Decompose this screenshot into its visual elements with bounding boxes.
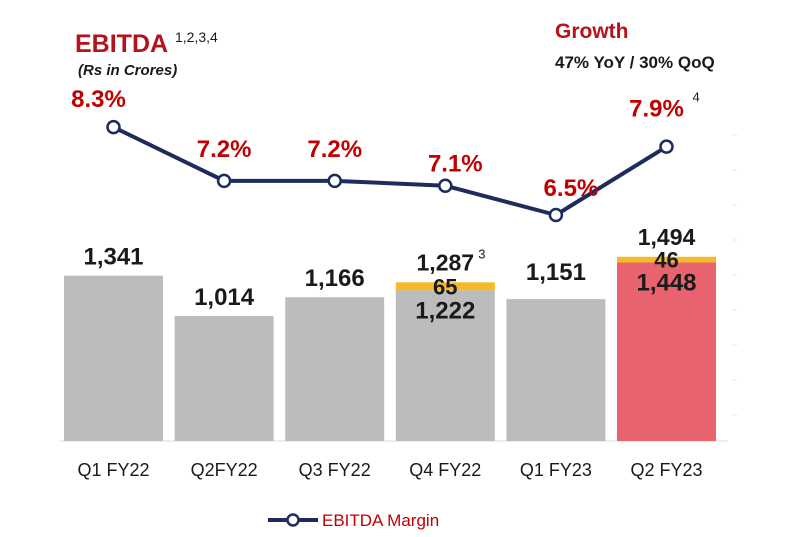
margin-point [438, 178, 453, 193]
bar-labels: 1,341 1,014 1,166 1,287 3 651,222 1,151 1,49446… [83, 224, 696, 325]
bar-base-label: 1,448 [636, 269, 696, 296]
bar-value-label: 1,151 [526, 259, 586, 286]
bar-base [506, 299, 606, 441]
margin-point [106, 119, 121, 135]
bar-base-label: 1,222 [415, 297, 475, 324]
bar-base [617, 262, 716, 441]
margin-line [112, 125, 668, 217]
bar-base [395, 290, 495, 441]
bar-base [174, 315, 274, 441]
bar-value-label: 1,166 [305, 265, 365, 292]
bar-extra [617, 256, 716, 263]
margin-label: 7.9% [629, 96, 684, 123]
bar-total-label: 1,287 [417, 249, 475, 275]
bar-total-superscript: 3 [478, 246, 485, 261]
margin-point [327, 173, 342, 189]
chart-unit: (Rs in Crores) [78, 62, 177, 79]
x-tick-label: Q2FY22 [191, 460, 258, 480]
bar-value-label: 1,341 [83, 244, 143, 271]
x-tick-label: Q3 FY22 [299, 460, 371, 480]
margin-point [548, 207, 564, 223]
margin-label: 8.3% [71, 86, 126, 113]
margin-line-series: 8.3% 7.2% 7.2% 7.1% 6.5% 7.9% 4 [71, 86, 700, 223]
margin-label-superscript: 4 [693, 90, 700, 105]
x-tick-label: Q1 FY22 [77, 460, 149, 480]
bar-base [285, 297, 385, 441]
margin-label: 6.5% [544, 175, 599, 202]
growth-value: 47% YoY / 30% QoQ [555, 53, 715, 72]
margin-point [216, 173, 232, 189]
faint-axis-marks [733, 134, 737, 416]
margin-label: 7.2% [307, 136, 362, 163]
margin-label: 7.1% [428, 151, 483, 178]
x-tick-label: Q1 FY23 [520, 460, 592, 480]
x-tick-label: Q2 FY23 [630, 460, 702, 480]
bar-value-label: 1,014 [194, 284, 255, 311]
margin-point [659, 139, 674, 154]
chart-title-superscript: 1,2,3,4 [175, 29, 218, 45]
bar-series [64, 256, 716, 441]
legend-marker [286, 513, 300, 527]
legend-label: EBITDA Margin [322, 511, 439, 530]
bar-total-label: 1,494 [638, 224, 696, 250]
x-tick-label: Q4 FY22 [409, 460, 481, 480]
growth-label: Growth [555, 20, 629, 43]
bar-extra [395, 282, 495, 291]
margin-label: 7.2% [197, 136, 252, 163]
bar-base [64, 275, 163, 441]
bar-extra-label: 46 [654, 248, 678, 273]
chart-title: EBITDA [75, 30, 168, 58]
bar-extra-label: 65 [433, 274, 457, 299]
legend: EBITDA Margin [268, 511, 439, 530]
x-tick-labels: Q1 FY22 Q2FY22 Q3 FY22 Q4 FY22 Q1 FY23 Q2 FY2… [77, 460, 702, 480]
